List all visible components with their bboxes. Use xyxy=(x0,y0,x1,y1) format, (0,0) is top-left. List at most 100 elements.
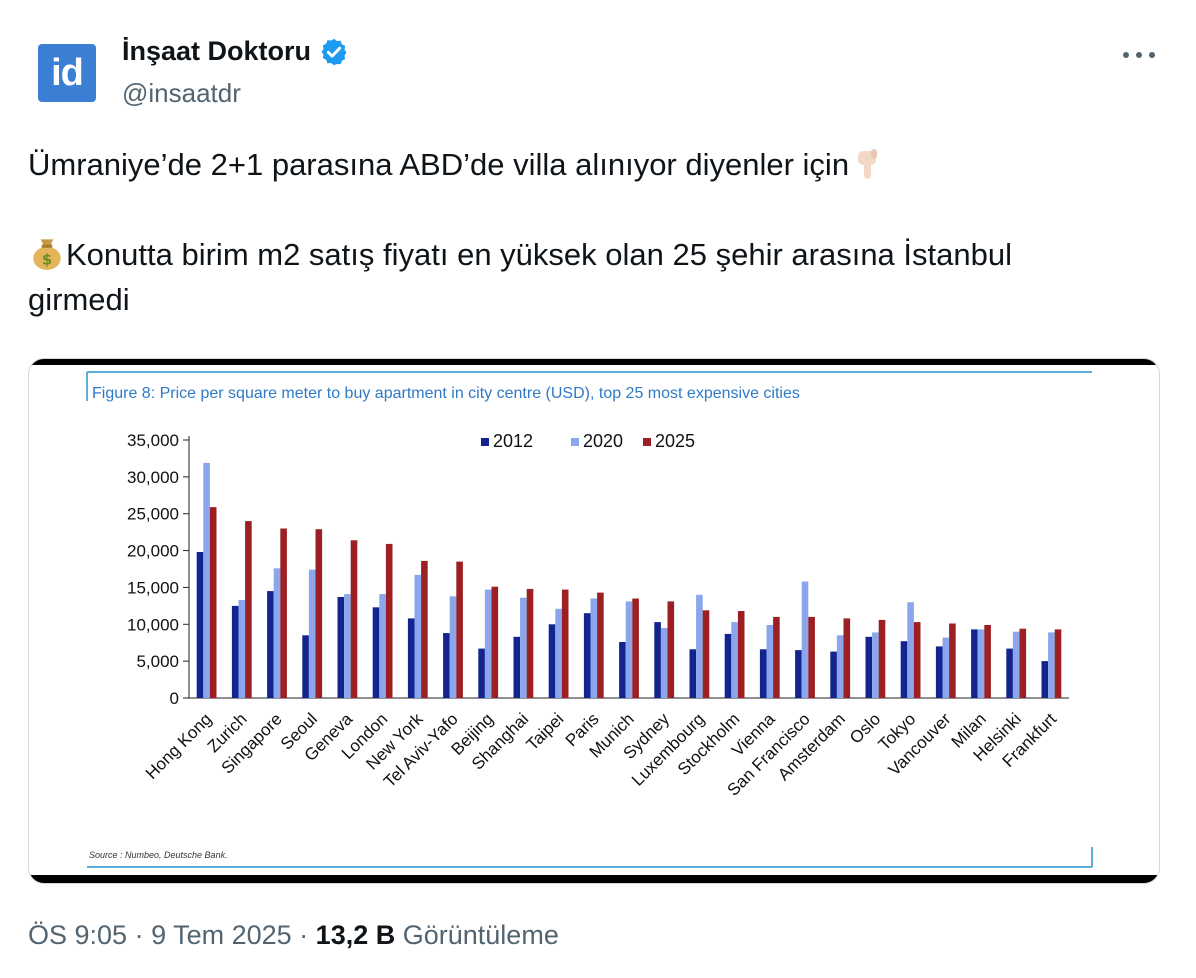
bar-2012 xyxy=(407,618,415,698)
verified-badge-icon xyxy=(321,38,347,65)
bar-2025 xyxy=(667,601,675,698)
bar-2025 xyxy=(808,616,815,698)
bar-2020 xyxy=(344,594,351,698)
svg-text:$: $ xyxy=(42,252,52,269)
tweet-media-image[interactable]: Figure 8: Price per square meter to buy … xyxy=(28,358,1160,884)
bar-2012 xyxy=(654,622,661,698)
bar-2020 xyxy=(1012,631,1020,698)
bar-2025 xyxy=(702,610,710,698)
bar-2025 xyxy=(843,618,851,698)
more-options-icon[interactable] xyxy=(1123,50,1155,60)
bar-2025 xyxy=(245,521,252,698)
bar-2012 xyxy=(583,613,591,698)
bar-2012 xyxy=(1006,648,1013,698)
bar-2012 xyxy=(478,648,485,698)
tweet-date[interactable]: 9 Tem 2025 xyxy=(151,920,292,950)
bar-2020 xyxy=(273,568,281,698)
bar-2025 xyxy=(1054,629,1062,698)
bar-2012 xyxy=(1041,661,1049,698)
bar-2025 xyxy=(315,529,323,698)
bar-2020 xyxy=(379,594,386,698)
bar-2025 xyxy=(209,507,217,698)
avatar-logo-text: id xyxy=(51,51,84,94)
bar-2020 xyxy=(308,569,316,698)
author-avatar[interactable]: id xyxy=(38,44,96,102)
tweet-line-2: $ Konutta birim m2 satış fiyatı en yüksek… xyxy=(28,232,1158,277)
bar-2025 xyxy=(878,619,886,698)
legend-label-2020: 2020 xyxy=(583,431,623,451)
bar-2020 xyxy=(520,597,527,698)
bar-2020 xyxy=(414,574,422,698)
tweet-text: Ümraniye’de 2+1 parasına ABD’de villa al… xyxy=(28,142,1158,322)
bar-2012 xyxy=(513,636,521,698)
tweet-line-1: Ümraniye’de 2+1 parasına ABD’de villa al… xyxy=(28,142,1158,187)
bar-2020 xyxy=(977,629,985,698)
figure-source: Source : Numbeo, Deutsche Bank. xyxy=(89,850,228,860)
y-tick-label: 10,000 xyxy=(127,615,179,634)
bar-2020 xyxy=(801,581,809,698)
bar-2025 xyxy=(949,623,956,698)
plot-area: 0 5,000 10,000 15,000 20,000 25,000 30,000 35,0… xyxy=(127,431,1069,800)
x-tick-label: Hong Kong xyxy=(142,709,216,783)
y-tick-label: 35,000 xyxy=(127,431,179,450)
bar-2025 xyxy=(491,586,499,698)
bar-2012 xyxy=(795,650,802,698)
y-tick-label: 0 xyxy=(170,689,179,708)
bar-2025 xyxy=(280,528,287,698)
bar-2020 xyxy=(766,625,774,698)
y-tick-label: 25,000 xyxy=(127,505,179,524)
bar-2012 xyxy=(724,633,732,698)
bar-2020 xyxy=(660,628,668,698)
bar-2012 xyxy=(759,649,767,698)
bar-2020 xyxy=(555,608,562,698)
legend-label-2012: 2012 xyxy=(493,431,533,451)
bar-2012 xyxy=(231,605,239,698)
bar-2020 xyxy=(836,635,844,698)
bar-2025 xyxy=(561,589,569,698)
bar-2012 xyxy=(619,642,626,698)
bar-2025 xyxy=(526,588,534,698)
bar-2025 xyxy=(913,622,921,698)
bar-2020 xyxy=(625,601,633,698)
bar-2012 xyxy=(337,597,345,698)
legend-swatch-2020 xyxy=(571,438,579,446)
bar-2025 xyxy=(773,616,780,698)
bar-2020 xyxy=(696,594,703,698)
pointing-down-hand-icon xyxy=(858,149,878,179)
bar-2020 xyxy=(942,637,950,698)
bar-2020 xyxy=(238,600,246,698)
bar-2025 xyxy=(456,561,463,698)
money-bag-icon: $ xyxy=(33,239,61,270)
bar-2025 xyxy=(1019,628,1027,698)
bar-2012 xyxy=(971,629,978,698)
bar-2025 xyxy=(597,592,604,698)
y-tick-label: 30,000 xyxy=(127,468,179,487)
author-handle[interactable]: @insaatdr xyxy=(122,78,241,108)
bar-2025 xyxy=(737,611,745,698)
bar-2020 xyxy=(203,462,210,698)
author-name-row[interactable]: İnşaat Doktoru xyxy=(122,36,349,67)
bar-2012 xyxy=(830,651,837,698)
y-tick-label: 5,000 xyxy=(136,652,179,671)
bar-chart: Figure 8: Price per square meter to buy … xyxy=(29,359,1159,883)
legend-swatch-2025 xyxy=(643,438,651,446)
bar-2020 xyxy=(1048,632,1055,698)
legend-label-2025: 2025 xyxy=(655,431,695,451)
bar-2012 xyxy=(548,624,556,698)
bar-2012 xyxy=(443,633,450,698)
figure-title: Figure 8: Price per square meter to buy … xyxy=(92,385,800,402)
author-name[interactable]: İnşaat Doktoru xyxy=(122,36,312,66)
bar-2012 xyxy=(865,636,873,698)
bar-2012 xyxy=(196,552,204,698)
bar-2020 xyxy=(872,632,879,698)
x-tick-label: Taipei xyxy=(523,709,568,754)
bar-2012 xyxy=(900,641,908,698)
bar-2020 xyxy=(590,598,598,698)
bar-2012 xyxy=(689,649,697,698)
tweet-time[interactable]: ÖS 9:05 xyxy=(28,920,128,950)
bar-2025 xyxy=(421,560,428,698)
bar-2020 xyxy=(907,602,914,698)
legend-swatch-2012 xyxy=(481,438,489,446)
bar-2012 xyxy=(935,646,943,698)
bar-2020 xyxy=(484,589,492,698)
